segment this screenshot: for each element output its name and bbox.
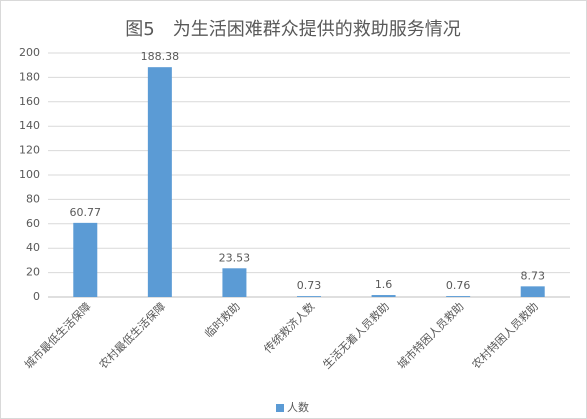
bar	[446, 296, 471, 297]
y-tick-label: 20	[26, 266, 40, 279]
y-tick-label: 0	[33, 290, 40, 303]
y-tick-label: 140	[19, 119, 40, 132]
value-label: 60.77	[70, 206, 102, 219]
value-label: 0.73	[297, 279, 322, 292]
value-label: 23.53	[219, 251, 251, 264]
y-tick-label: 200	[19, 46, 40, 59]
bar	[520, 286, 545, 297]
bar	[222, 268, 247, 297]
bar	[371, 295, 396, 297]
value-label: 0.76	[446, 279, 471, 292]
legend-label: 人数	[287, 401, 309, 414]
y-tick-label: 120	[19, 144, 40, 157]
y-tick-label: 40	[26, 241, 40, 254]
bar	[73, 222, 98, 297]
y-tick-label: 80	[26, 192, 40, 205]
chart-title: 图5 为生活困难群众提供的救助服务情况	[125, 19, 460, 40]
y-tick-label: 60	[26, 217, 40, 230]
bar	[297, 296, 321, 297]
legend-swatch	[276, 404, 284, 412]
y-tick-label: 180	[19, 70, 40, 83]
bar	[147, 67, 172, 298]
value-label: 8.73	[520, 269, 545, 282]
y-tick-label: 100	[19, 168, 40, 181]
value-label: 188.38	[141, 50, 180, 63]
y-tick-label: 160	[19, 95, 40, 108]
value-label: 1.6	[375, 278, 393, 291]
